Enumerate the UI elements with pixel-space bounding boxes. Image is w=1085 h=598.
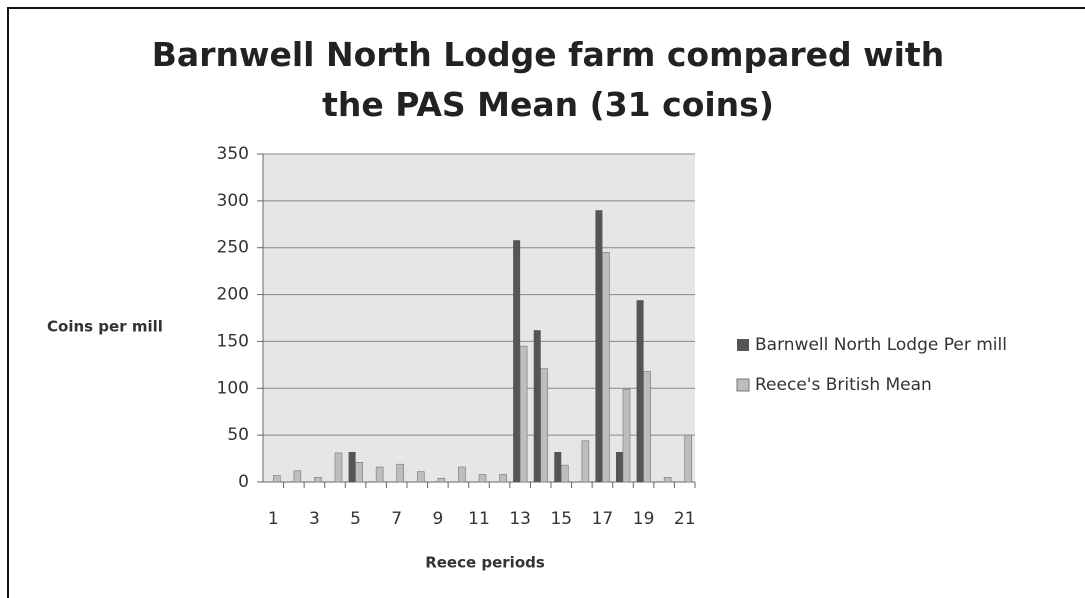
frame xyxy=(7,7,1085,598)
bar xyxy=(293,470,302,483)
bar xyxy=(616,452,623,482)
bar xyxy=(595,210,603,482)
x-tick-label: 13 xyxy=(509,509,531,529)
x-tick-label: 11 xyxy=(468,509,490,529)
bar xyxy=(355,462,363,483)
bar xyxy=(437,477,446,483)
bar xyxy=(334,452,343,483)
x-tick-label: 17 xyxy=(592,509,614,529)
bar xyxy=(622,388,631,483)
legend-swatch xyxy=(736,378,750,392)
bar xyxy=(560,464,569,483)
bar xyxy=(581,440,590,483)
x-tick-label: 1 xyxy=(268,509,279,529)
bar xyxy=(272,475,281,483)
x-axis-label: Reece periods xyxy=(425,554,545,572)
bar xyxy=(602,252,610,483)
bar xyxy=(513,240,521,482)
x-tick-label: 15 xyxy=(550,509,572,529)
legend-label: Barnwell North Lodge Per mill xyxy=(755,335,1007,355)
bar xyxy=(416,471,425,483)
bar xyxy=(499,474,507,483)
bar xyxy=(396,463,405,483)
bar xyxy=(348,452,356,482)
x-tick-label: 19 xyxy=(633,509,655,529)
bar xyxy=(458,466,466,483)
bar xyxy=(554,452,562,482)
bar xyxy=(636,300,644,482)
bar xyxy=(663,477,672,483)
y-tick-label: 50 xyxy=(227,425,249,445)
y-tick-label: 350 xyxy=(217,144,249,164)
y-tick-label: 0 xyxy=(238,472,249,492)
legend-label: Reece's British Mean xyxy=(755,375,932,395)
x-tick-label: 7 xyxy=(391,509,402,529)
y-tick-label: 150 xyxy=(217,331,249,351)
y-tick-label: 200 xyxy=(217,285,249,305)
y-axis-label: Coins per mill xyxy=(47,318,163,336)
bar xyxy=(533,330,541,482)
bar xyxy=(684,434,693,483)
y-tick-label: 100 xyxy=(217,378,249,398)
x-tick-label: 9 xyxy=(432,509,443,529)
bar xyxy=(519,345,528,483)
x-tick-label: 21 xyxy=(674,509,696,529)
bar xyxy=(643,371,651,483)
legend-swatch xyxy=(737,339,749,351)
y-tick-label: 250 xyxy=(217,238,249,258)
bar xyxy=(478,474,487,483)
bar xyxy=(375,466,384,483)
x-tick-label: 5 xyxy=(350,509,361,529)
x-tick-label: 3 xyxy=(309,509,320,529)
y-tick-label: 300 xyxy=(217,191,249,211)
chart-title: Barnwell North Lodge farm compared with … xyxy=(151,35,945,124)
bar xyxy=(314,477,322,483)
bar xyxy=(540,368,549,483)
